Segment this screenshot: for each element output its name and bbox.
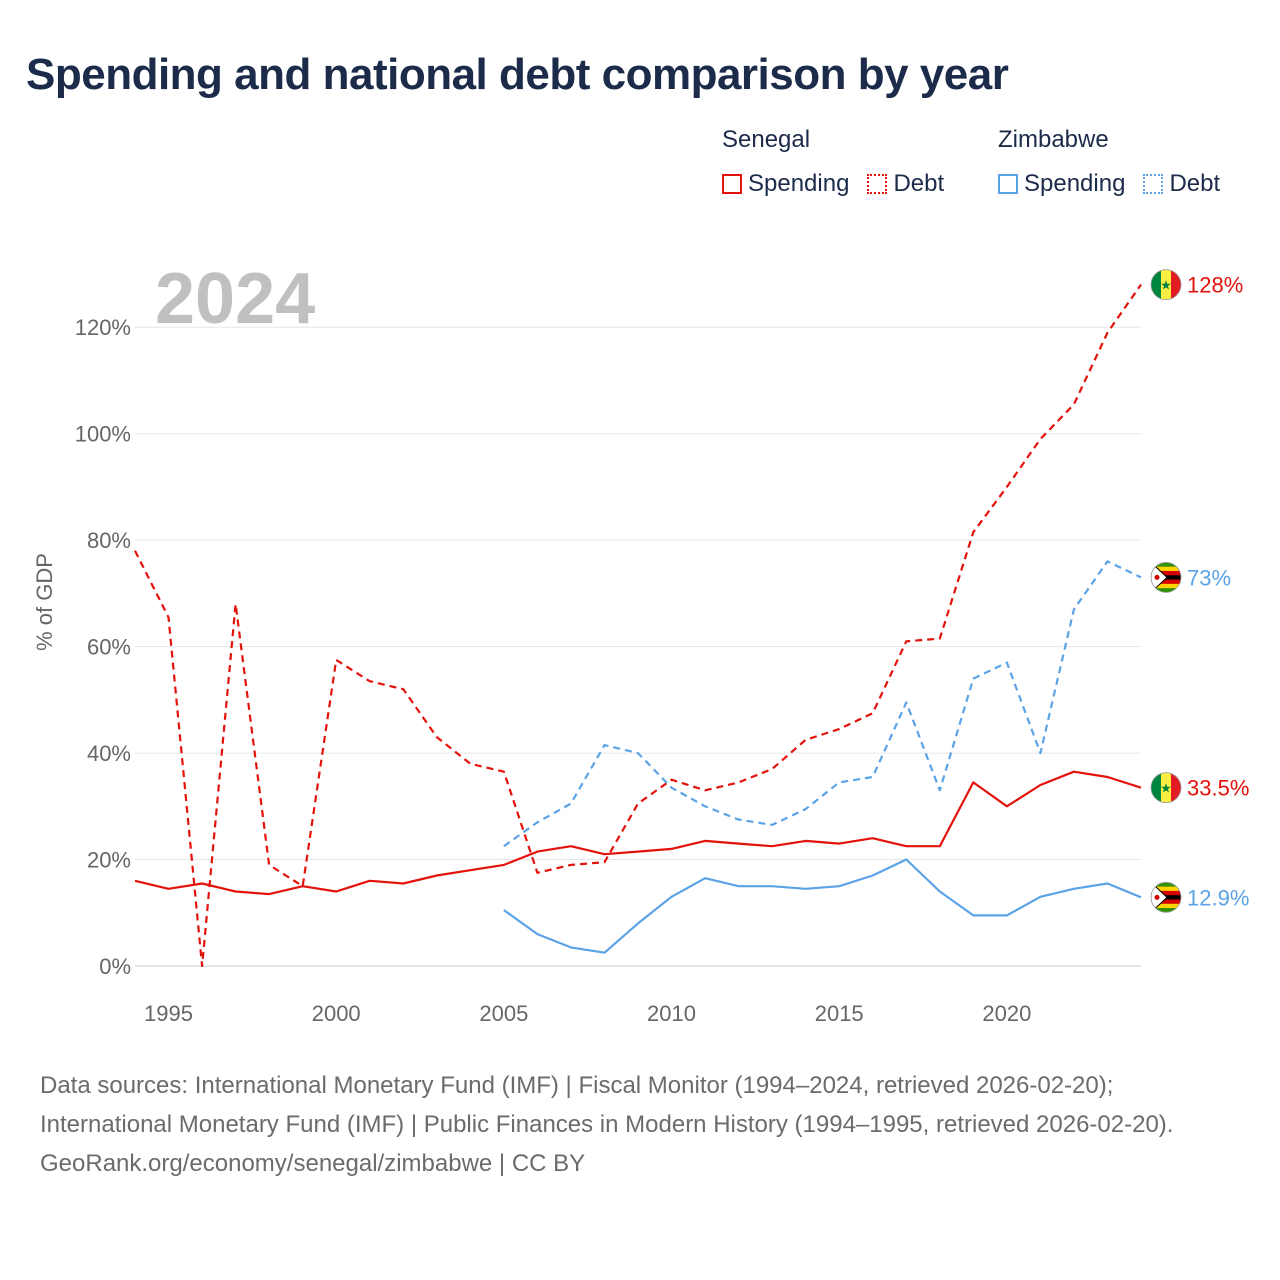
legend-group-label: Zimbabwe — [998, 126, 1109, 153]
senegal-flag-icon: ★ — [1150, 772, 1182, 804]
y-tick-label: 60% — [87, 635, 131, 660]
end-value-label: 128% — [1187, 273, 1243, 298]
legend-item-label: Debt — [893, 170, 945, 197]
solid-swatch-icon — [722, 174, 742, 194]
y-tick-label: 40% — [87, 741, 131, 766]
y-tick-label: 80% — [87, 528, 131, 553]
dotted-swatch-icon — [867, 174, 888, 194]
end-value-label: 33.5% — [1187, 776, 1249, 801]
senegal-flag-icon: ★ — [1150, 269, 1182, 301]
svg-text:★: ★ — [1160, 782, 1172, 797]
credit-link[interactable]: GeoRank.org/economy/senegal/zimbabwe | C… — [40, 1150, 586, 1177]
zimbabwe-debt-line — [503, 560, 1142, 848]
svg-text:★: ★ — [1160, 279, 1172, 294]
legend-item-label: Spending — [748, 170, 850, 197]
legend-item-zimbabwe-spending[interactable]: Spending — [998, 170, 1125, 198]
dotted-swatch-icon — [1143, 174, 1164, 194]
x-tick-label: 2015 — [815, 1001, 864, 1026]
y-axis-label: % of GDP — [32, 553, 57, 651]
zimbabwe-flag-icon — [1150, 562, 1182, 593]
x-tick-label: 2005 — [479, 1001, 528, 1026]
legend-group-senegal: Senegal Spending Debt — [722, 126, 962, 198]
chart-title: Spending and national debt comparison by… — [26, 50, 1009, 99]
x-tick-label: 2000 — [312, 1001, 361, 1026]
legend-group-label: Senegal — [722, 126, 811, 153]
senegal-spending-line — [134, 770, 1142, 896]
year-overlay: 2024 — [155, 259, 316, 339]
footer: Data sources: International Monetary Fun… — [40, 1066, 1240, 1183]
y-tick-label: 100% — [75, 422, 131, 447]
y-tick-label: 120% — [75, 315, 131, 340]
senegal-debt-line — [134, 283, 1142, 968]
legend-item-senegal-debt[interactable]: Debt — [867, 170, 944, 198]
x-tick-label: 2020 — [982, 1001, 1031, 1026]
end-value-label: 12.9% — [1187, 885, 1249, 910]
line-chart: 0% 20% 40% 60% 80% 100% 120% 1995 2000 2005 2010 20… — [32, 269, 1249, 1026]
y-tick-label: 0% — [99, 954, 131, 979]
end-value-label: 73% — [1187, 565, 1231, 590]
solid-swatch-icon — [998, 174, 1018, 194]
legend-item-zimbabwe-debt[interactable]: Debt — [1143, 170, 1220, 198]
x-tick-label: 2010 — [647, 1001, 696, 1026]
zimbabwe-flag-icon — [1150, 881, 1182, 913]
data-sources: Data sources: International Monetary Fun… — [40, 1072, 1174, 1138]
x-tick-label: 1995 — [144, 1001, 193, 1026]
legend-item-senegal-spending[interactable]: Spending — [722, 170, 849, 198]
legend-group-zimbabwe: Zimbabwe Spending Debt — [998, 126, 1220, 198]
zimbabwe-spending-line — [503, 858, 1142, 954]
legend-item-label: Spending — [1024, 170, 1126, 197]
legend-item-label: Debt — [1169, 170, 1221, 197]
y-tick-label: 20% — [87, 848, 131, 873]
